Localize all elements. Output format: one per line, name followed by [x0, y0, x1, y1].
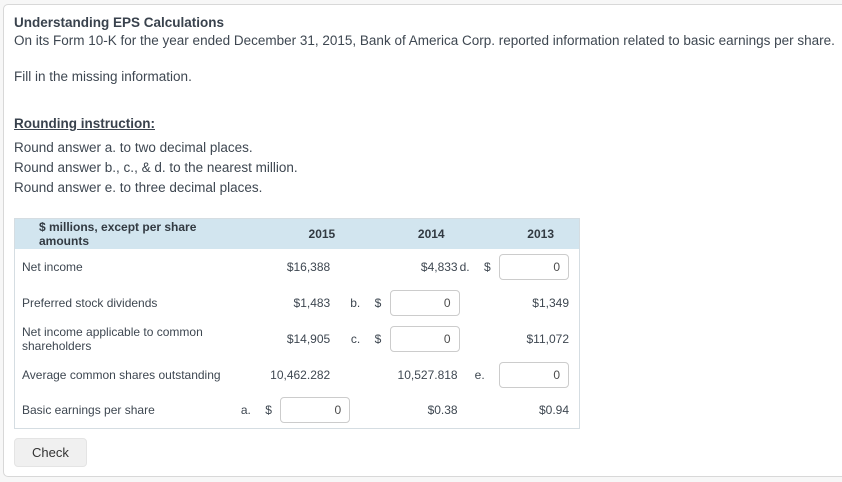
row-label: Basic earnings per share	[14, 392, 241, 429]
col-header-2015: 2015	[240, 218, 351, 249]
content-panel: Understanding EPS Calculations On its Fo…	[3, 4, 842, 477]
rounding-rule-a: Round answer a. to two decimal places.	[14, 140, 253, 155]
row-label: Preferred stock dividends	[14, 284, 241, 321]
answer-input-e[interactable]	[499, 361, 569, 388]
answer-input-c[interactable]	[389, 325, 460, 352]
answer-letter-a: a.	[240, 403, 251, 418]
intro-text: On its Form 10-K for the year ended Dece…	[14, 33, 835, 48]
value-2015: 10,462.282	[270, 367, 331, 382]
value-2014: $4,833	[420, 259, 458, 274]
dollar-prefix: $	[483, 259, 491, 274]
row-label: Average common shares outstanding	[14, 356, 241, 393]
row-label: Net income	[14, 248, 241, 285]
value-2014: 10,527.818	[397, 367, 458, 382]
answer-input-d[interactable]	[499, 253, 569, 280]
rounding-rules: Round answer a. to two decimal places. R…	[14, 138, 842, 198]
col-header-2014: 2014	[350, 218, 460, 249]
table-header-row: $ millions, except per share amounts 201…	[14, 218, 580, 249]
table-row-average-shares: Average common shares outstanding 10,462…	[14, 356, 580, 393]
answer-input-a[interactable]	[280, 397, 351, 424]
prompt-text: Fill in the missing information.	[14, 69, 192, 84]
table-row-preferred-dividends: Preferred stock dividends $1,483 b. $ $1…	[14, 284, 580, 321]
row-label: Net income applicable to common sharehol…	[14, 320, 241, 357]
value-2013: $0.94	[538, 403, 569, 418]
col-header-label: $ millions, except per share amounts	[14, 218, 241, 249]
value-2015: $14,905	[286, 331, 331, 346]
value-2014: $0.38	[427, 403, 458, 418]
table-row-net-income-common: Net income applicable to common sharehol…	[14, 320, 580, 357]
value-2013: $11,072	[526, 331, 570, 346]
dollar-prefix: $	[265, 403, 272, 418]
eps-table: $ millions, except per share amounts 201…	[14, 218, 580, 429]
table-row-net-income: Net income $16,388 $4,833 d. $	[14, 248, 580, 285]
actions-bar: Check	[14, 438, 842, 467]
check-button[interactable]: Check	[14, 438, 87, 467]
answer-input-b[interactable]	[389, 289, 460, 316]
col-header-2013: 2013	[459, 218, 580, 249]
rounding-heading: Rounding instruction:	[14, 116, 155, 131]
answer-letter-e: e.	[474, 367, 485, 382]
value-2015: $1,483	[293, 295, 331, 310]
answer-letter-b: b.	[350, 295, 361, 310]
answer-letter-c: c.	[350, 331, 361, 346]
value-2015: $16,388	[286, 259, 331, 274]
rounding-rule-e: Round answer e. to three decimal places.	[14, 180, 263, 195]
answer-letter-d: d.	[459, 259, 470, 274]
value-2013: $1,349	[532, 295, 569, 310]
table-row-basic-eps: Basic earnings per share a. $ $0.38 $0.9…	[14, 392, 580, 429]
dollar-prefix: $	[374, 331, 382, 346]
page-title: Understanding EPS Calculations	[14, 15, 225, 30]
rounding-rule-bcd: Round answer b., c., & d. to the nearest…	[14, 160, 298, 175]
dollar-prefix: $	[374, 295, 382, 310]
